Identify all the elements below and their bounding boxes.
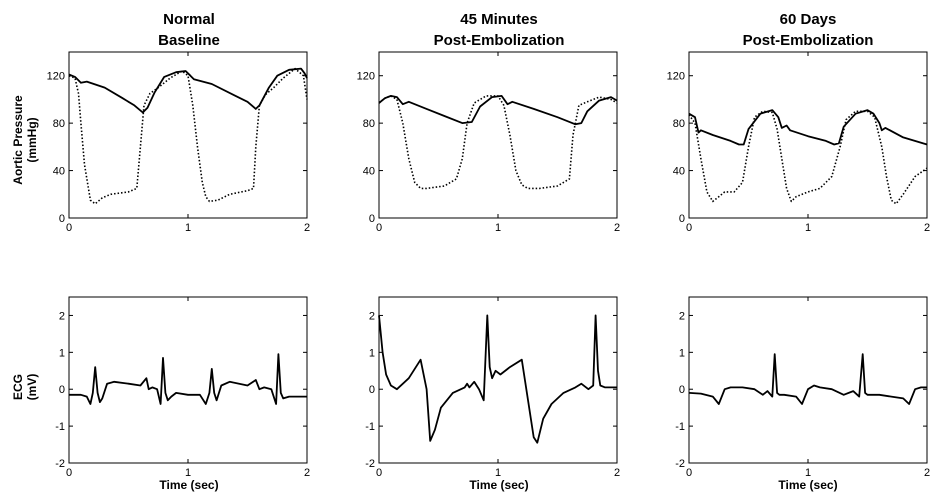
- column-title-3-line2: Post-Embolization: [743, 32, 874, 49]
- row-ylabel-pressure-line2: (mmHg): [25, 117, 39, 162]
- column-title-1-line2: Baseline: [158, 32, 220, 49]
- series-line-solid: [378, 95, 618, 126]
- y-tick-label: 40: [673, 166, 685, 178]
- x-tick-label: 0: [66, 222, 72, 234]
- column-title-3-line1: 60 Days: [780, 11, 837, 28]
- y-tick-label: 2: [679, 310, 685, 322]
- y-tick-label: 80: [673, 118, 685, 130]
- x-tick-label: 2: [304, 222, 310, 234]
- x-tick-label: 1: [185, 222, 191, 234]
- row-ylabel-ecg-line2: (mV): [25, 374, 39, 401]
- x-tick-label: 2: [924, 222, 930, 234]
- plot-frame: [378, 51, 618, 219]
- y-tick-label: 1: [369, 347, 375, 359]
- xlabel-col-1: Time (sec): [159, 478, 218, 492]
- x-tick-label: 1: [495, 467, 501, 479]
- row-ylabel-ecg-line1: ECG: [11, 374, 25, 400]
- y-tick-label: 80: [363, 118, 375, 130]
- x-tick-label: 1: [495, 222, 501, 234]
- plot-frame: [688, 296, 928, 464]
- y-tick-label: 0: [369, 213, 375, 225]
- x-tick-label: 2: [304, 467, 310, 479]
- y-tick-label: 1: [679, 347, 685, 359]
- panel-ecg-45min: 0 1 2 -2 -1 0 1 2: [365, 296, 620, 479]
- y-tick-label: 0: [59, 213, 65, 225]
- series-line-solid: [378, 314, 617, 444]
- y-tick-label: 0: [679, 213, 685, 225]
- x-tick-label: 0: [376, 222, 382, 234]
- x-tick-label: 2: [924, 467, 930, 479]
- series-line-solid: [688, 353, 927, 405]
- y-tick-label: 120: [357, 71, 375, 83]
- column-title-1-line1: Normal: [163, 11, 215, 28]
- plot-frame: [378, 296, 618, 464]
- y-tick-label: 40: [53, 166, 65, 178]
- x-tick-label: 2: [614, 467, 620, 479]
- y-tick-label: 2: [59, 310, 65, 322]
- series-line-solid: [69, 353, 307, 405]
- y-tick-label: -2: [675, 458, 685, 470]
- plot-frame: [68, 51, 308, 219]
- x-tick-label: 0: [686, 222, 692, 234]
- x-tick-label: 1: [185, 467, 191, 479]
- y-tick-label: -2: [55, 458, 65, 470]
- series-line-dotted: [688, 110, 928, 205]
- column-title-2-line2: Post-Embolization: [434, 32, 565, 49]
- y-tick-label: -2: [365, 458, 375, 470]
- xlabel-col-2: Time (sec): [469, 478, 528, 492]
- y-tick-label: 40: [363, 166, 375, 178]
- x-tick-label: 1: [805, 467, 811, 479]
- y-tick-label: 120: [667, 71, 685, 83]
- row-ylabel-pressure-line1: Aortic Pressure: [11, 95, 25, 185]
- plot-frame: [68, 296, 308, 464]
- x-tick-label: 1: [805, 222, 811, 234]
- panel-ecg-normal: 0 1 2 -2 -1 0 1 2: [55, 296, 310, 479]
- y-tick-label: -1: [675, 421, 685, 433]
- series-line-solid: [688, 109, 928, 146]
- series-line-dotted: [378, 95, 618, 190]
- panel-ecg-60days: 0 1 2 -2 -1 0 1 2: [675, 296, 930, 479]
- y-tick-label: -1: [365, 421, 375, 433]
- plot-frame: [688, 51, 928, 219]
- y-tick-label: 120: [47, 71, 65, 83]
- column-title-2-line1: 45 Minutes: [460, 11, 538, 28]
- y-tick-label: 0: [369, 384, 375, 396]
- x-tick-label: 0: [686, 467, 692, 479]
- series-line-dotted: [68, 67, 308, 205]
- xlabel-col-3: Time (sec): [778, 478, 837, 492]
- x-tick-label: 2: [614, 222, 620, 234]
- y-tick-label: 0: [679, 384, 685, 396]
- x-tick-label: 0: [376, 467, 382, 479]
- y-tick-label: -1: [55, 421, 65, 433]
- y-tick-label: 1: [59, 347, 65, 359]
- series-line-solid: [68, 67, 308, 114]
- y-tick-label: 0: [59, 384, 65, 396]
- x-tick-label: 0: [66, 467, 72, 479]
- y-tick-label: 2: [369, 310, 375, 322]
- y-tick-label: 80: [53, 118, 65, 130]
